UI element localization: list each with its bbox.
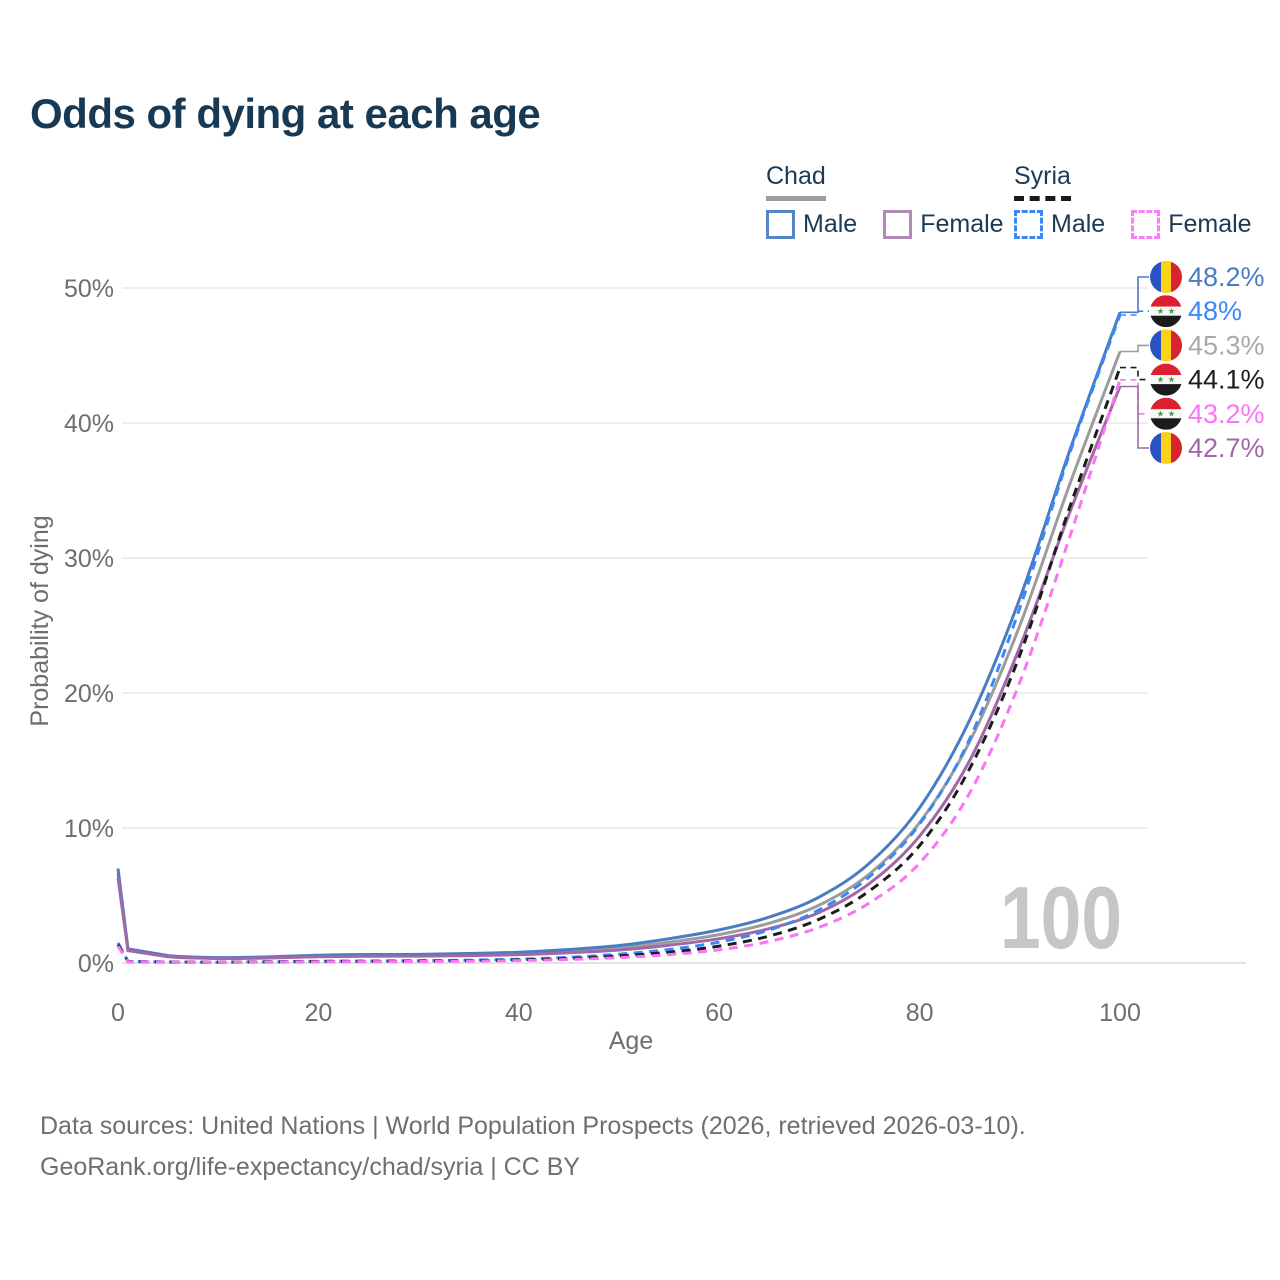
x-tick-label-100: 100 — [1099, 999, 1141, 1027]
legend-label-syria-male: Male — [1051, 210, 1106, 238]
legend-items-syria: Male Female — [1014, 210, 1252, 239]
chad-flag-icon — [1150, 329, 1182, 362]
legend-group-syria: Syria Male Female — [1014, 162, 1252, 239]
chad-flag-icon — [1150, 261, 1182, 293]
end-label-value-chad-both-sexes: 45.3% — [1188, 330, 1265, 360]
end-label-value-chad-female: 42.7% — [1188, 433, 1265, 463]
x-tick-label-0: 0 — [111, 999, 125, 1027]
end-label-value-syria-male: 48% — [1188, 296, 1242, 326]
series-line-chad-male[interactable] — [116, 311, 1122, 960]
gridlines — [122, 287, 1246, 964]
end-label-value-chad-male: 48.2% — [1188, 262, 1265, 292]
legend-label-chad-female: Female — [920, 210, 1004, 238]
series-lines — [116, 311, 1122, 964]
series-line-syria-male[interactable] — [116, 314, 1122, 964]
series-line-syria-both-sexes[interactable] — [116, 367, 1122, 964]
end-label-connector-syria-female — [1120, 379, 1149, 415]
syria-flag-icon — [1150, 397, 1182, 430]
chad-male-swatch-icon — [766, 210, 795, 239]
legend-item-syria-male[interactable]: Male — [1014, 210, 1105, 239]
y-tick-label-40: 40% — [64, 410, 114, 438]
line-chart: 0% 10% 20% 30% 40% 50% 0 20 40 60 80 100 Age Probabil… — [26, 261, 1265, 1055]
legend-label-syria-female: Female — [1168, 210, 1252, 238]
series-line-chad-female[interactable] — [116, 385, 1122, 961]
footer-attribution: GeoRank.org/life-expectancy/chad/syria |… — [40, 1153, 581, 1181]
end-label-connector-chad-both-sexes — [1120, 344, 1149, 353]
chad-flag-icon — [1150, 432, 1182, 464]
page-title: Odds of dying at each age — [30, 90, 541, 137]
x-axis-ticks: 0 20 40 60 80 100 — [111, 999, 1141, 1027]
legend-item-syria-female[interactable]: Female — [1131, 210, 1252, 239]
end-label-connector-chad-male — [1120, 276, 1149, 314]
end-label-connector-chad-female — [1120, 385, 1149, 449]
end-label-connector-syria-both-sexes — [1120, 366, 1149, 381]
x-axis-title: Age — [609, 1027, 653, 1055]
legend-country-chad[interactable]: Chad — [766, 162, 826, 201]
series-line-chad-both-sexes[interactable] — [116, 350, 1122, 960]
x-tick-label-60: 60 — [705, 999, 733, 1027]
footer-data-sources: Data sources: United Nations | World Pop… — [40, 1112, 1026, 1140]
legend-items-chad: Male Female — [766, 210, 1004, 239]
y-axis-title: Probability of dying — [26, 515, 54, 726]
series-line-syria-female[interactable] — [116, 379, 1122, 964]
legend-item-chad-female[interactable]: Female — [883, 210, 1004, 239]
footer: Data sources: United Nations | World Pop… — [40, 1106, 1026, 1188]
end-label-value-syria-both-sexes: 44.1% — [1188, 365, 1265, 395]
syria-flag-icon — [1150, 363, 1182, 396]
x-tick-label-80: 80 — [906, 999, 934, 1027]
legend-country-syria[interactable]: Syria — [1014, 162, 1071, 201]
y-tick-label-0: 0% — [78, 950, 114, 978]
y-tick-label-10: 10% — [64, 815, 114, 843]
chad-female-swatch-icon — [883, 210, 913, 239]
y-tick-label-30: 30% — [64, 545, 114, 573]
end-label-value-syria-female: 43.2% — [1188, 399, 1265, 429]
syria-male-swatch-icon — [1014, 210, 1043, 239]
y-axis-ticks: 0% 10% 20% 30% 40% 50% — [64, 275, 114, 978]
end-annotations: 48.2% 48% 45.3% 44.1% 43.2% 42.7% — [1120, 261, 1265, 464]
y-tick-label-20: 20% — [64, 680, 114, 708]
y-tick-label-50: 50% — [64, 275, 114, 303]
syria-female-swatch-icon — [1131, 210, 1161, 239]
legend-group-chad: Chad Male Female — [766, 162, 1004, 239]
legend-item-chad-male[interactable]: Male — [766, 210, 857, 239]
x-tick-label-20: 20 — [304, 999, 332, 1027]
x-tick-label-40: 40 — [505, 999, 533, 1027]
age-indicator: 100 — [1000, 868, 1122, 967]
legend-label-chad-male: Male — [803, 210, 858, 238]
syria-flag-icon — [1150, 295, 1182, 328]
